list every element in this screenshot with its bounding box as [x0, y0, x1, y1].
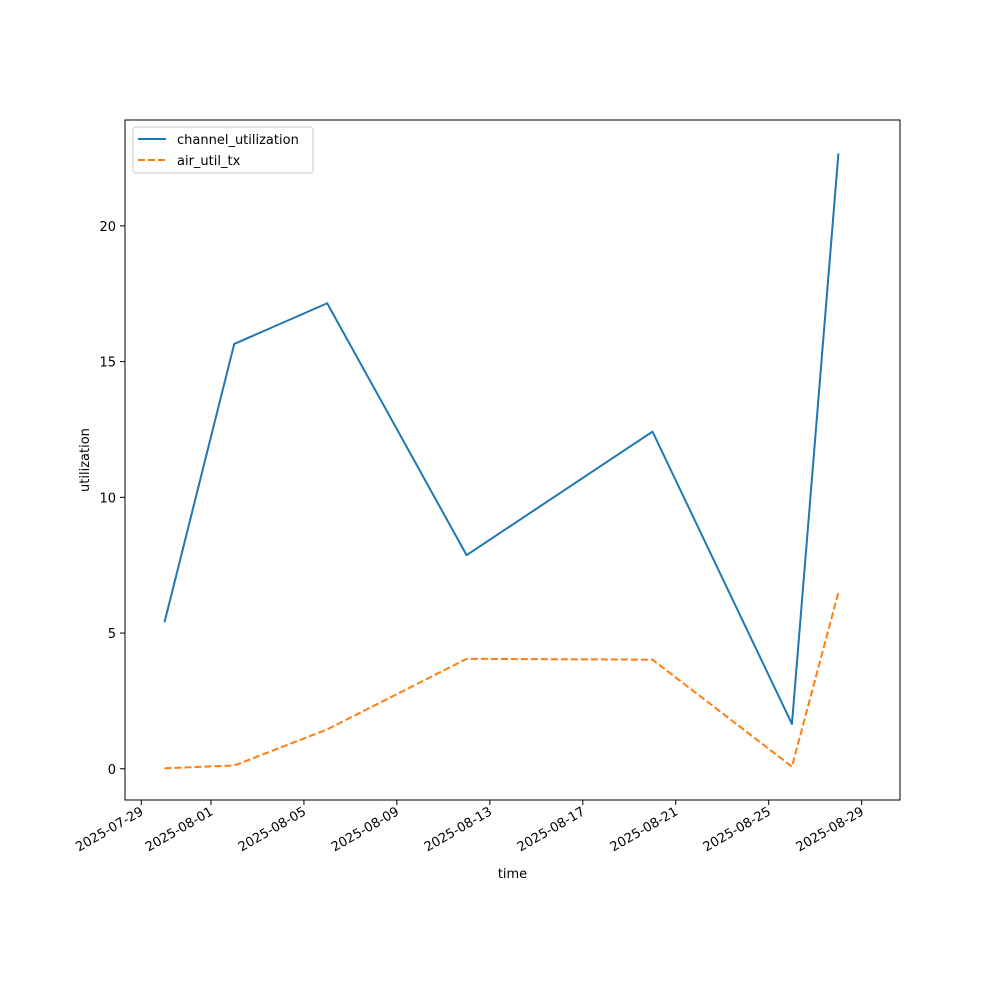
- y-axis-label: utilization: [78, 428, 93, 492]
- legend-label-channel-utilization: channel_utilization: [177, 133, 299, 148]
- y-tick-label: 10: [99, 491, 116, 506]
- y-tick-label: 15: [99, 356, 116, 371]
- legend-label-air-util-tx: air_util_tx: [177, 154, 241, 169]
- y-tick-label: 0: [108, 763, 116, 778]
- plot-frame: [124, 119, 901, 801]
- y-axis: 0 5 10 15 20: [99, 220, 125, 778]
- legend-box: [132, 126, 314, 174]
- x-axis-label: time: [498, 867, 527, 882]
- y-tick-label: 20: [99, 220, 116, 235]
- y-tick-label: 5: [108, 627, 116, 642]
- legend: channel_utilization air_util_tx: [132, 126, 314, 174]
- series-layer: [163, 153, 840, 770]
